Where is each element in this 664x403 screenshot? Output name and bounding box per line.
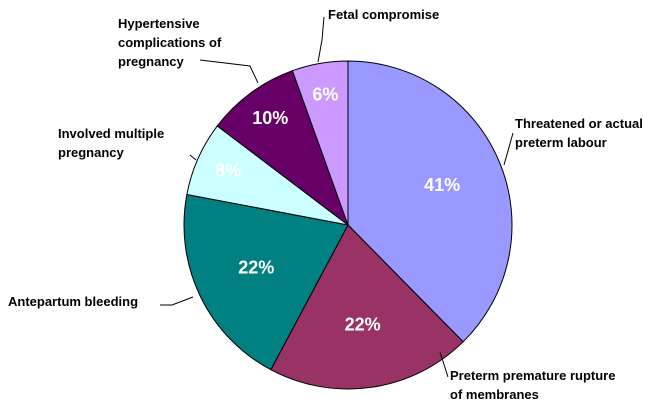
- value-label: 10%: [252, 108, 288, 128]
- leader-line: [317, 16, 325, 63]
- leader-line: [160, 296, 194, 306]
- category-label: Antepartum bleeding: [8, 294, 138, 309]
- category-label: Hypertensive complications of pregnancy: [118, 16, 222, 69]
- category-label: Involved multiple pregnancy: [58, 126, 164, 160]
- category-label: Threatened or actual preterm labour: [515, 116, 643, 150]
- leader-line: [199, 59, 259, 84]
- leader-line: [503, 132, 514, 166]
- pie-slice: [216, 70, 350, 227]
- pie-slice: [183, 193, 349, 371]
- value-label: 8%: [215, 161, 241, 181]
- value-label: 22%: [238, 258, 274, 278]
- leader-line: [439, 351, 449, 378]
- value-label: 41%: [424, 175, 460, 195]
- pie-slice: [291, 60, 349, 226]
- value-label: 6%: [312, 85, 338, 105]
- category-label: Preterm premature rupture of membranes: [450, 368, 615, 402]
- value-label: 22%: [345, 314, 381, 334]
- pie-slice: [347, 60, 513, 343]
- pie-slice: [270, 224, 464, 390]
- category-label: Fetal compromise: [328, 7, 439, 22]
- leader-line: [189, 154, 197, 161]
